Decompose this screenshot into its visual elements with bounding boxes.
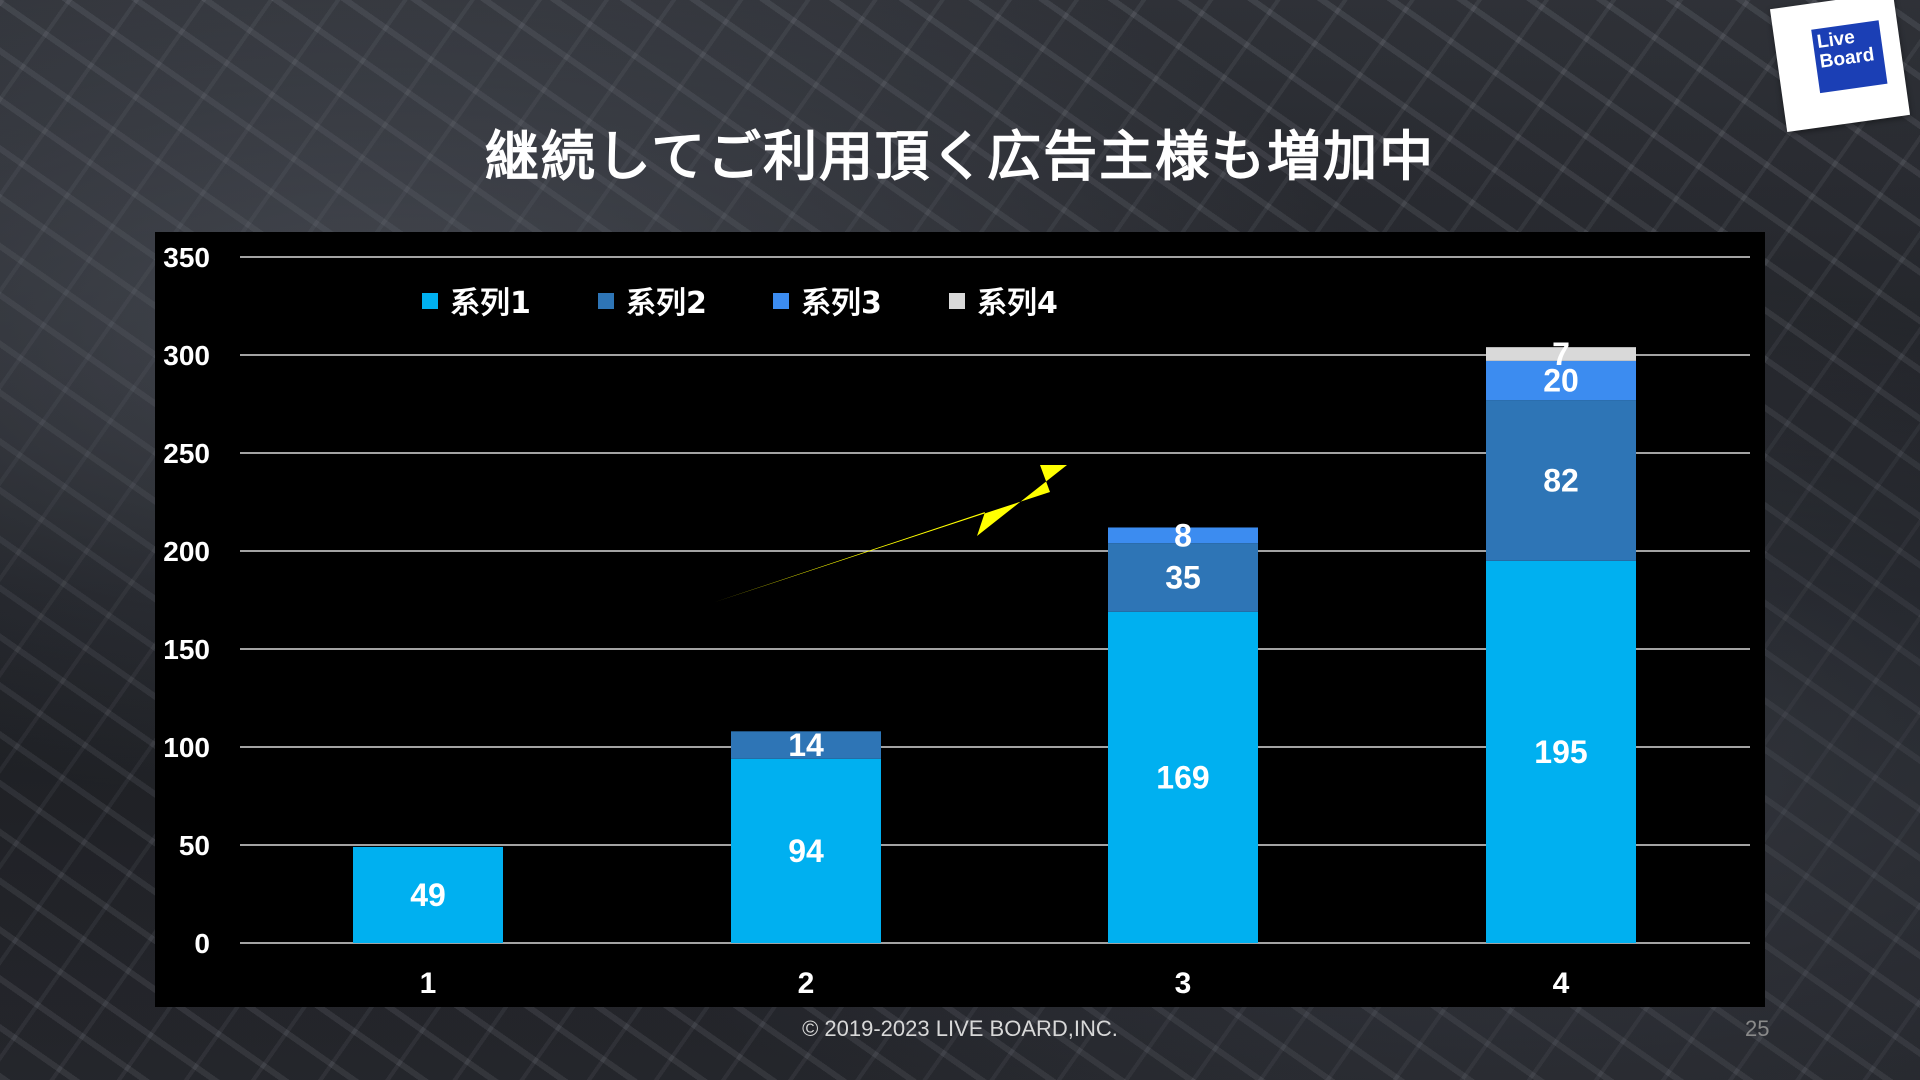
bar-1-cat-4	[1486, 560, 1636, 943]
legend: 系列1 系列2 系列3 系列4	[422, 286, 1058, 321]
x-tick-label: 3	[1175, 967, 1192, 1000]
data-label: 82	[1543, 462, 1579, 498]
legend-swatch	[773, 293, 789, 309]
x-tick-label: 2	[798, 967, 815, 1000]
slide-title: 継続してご利用頂く広告主様も増加中	[484, 125, 1436, 188]
page-number: 25	[1745, 1016, 1770, 1041]
y-tick-label: 150	[163, 634, 210, 665]
y-tick-label: 250	[163, 438, 210, 469]
legend-swatch	[949, 293, 965, 309]
data-label: 7	[1552, 336, 1570, 372]
bar-2-cat-4	[1486, 400, 1636, 561]
data-label: 8	[1174, 517, 1192, 553]
bar-2-cat-2	[731, 731, 881, 759]
y-axis-ticks: 0 50 100 150 200 250 300 350	[163, 242, 210, 959]
bar-1-cat-1	[353, 846, 503, 943]
data-labels: 49 94 14 169 35 8 195 82 207	[410, 336, 1587, 913]
y-tick-label: 350	[163, 242, 210, 273]
bar-1-cat-3	[1108, 611, 1258, 943]
data-label: 169	[1156, 759, 1209, 795]
bar-2-cat-3	[1108, 543, 1258, 612]
y-tick-label: 50	[179, 830, 210, 861]
copyright-footer: © 2019-2023 LIVE BOARD,INC.	[802, 1016, 1118, 1041]
legend-swatch	[422, 293, 438, 309]
bars	[353, 347, 1636, 943]
data-label: 14	[788, 727, 824, 763]
data-label: 35	[1165, 559, 1201, 595]
legend-swatch	[598, 293, 614, 309]
x-axis-ticks: 1 2 3 4	[420, 967, 1570, 1000]
y-tick-label: 200	[163, 536, 210, 567]
legend-label: 系列1	[450, 286, 531, 321]
data-label: 20	[1543, 362, 1579, 398]
x-tick-label: 1	[420, 967, 437, 1000]
bar-3-cat-4	[1486, 360, 1636, 401]
x-tick-label: 4	[1553, 967, 1570, 1000]
legend-label: 系列3	[801, 286, 882, 321]
bar-3-cat-3	[1108, 527, 1258, 544]
bar-4-cat-4	[1486, 347, 1636, 361]
legend-label: 系列2	[626, 286, 707, 321]
data-label: 94	[788, 833, 824, 869]
data-label: 195	[1534, 734, 1587, 770]
y-tick-label: 0	[194, 928, 210, 959]
bar-1-cat-2	[731, 758, 881, 943]
y-tick-label: 100	[163, 732, 210, 763]
data-label: 49	[410, 877, 446, 913]
legend-label: 系列4	[977, 286, 1058, 321]
y-tick-label: 300	[163, 340, 210, 371]
